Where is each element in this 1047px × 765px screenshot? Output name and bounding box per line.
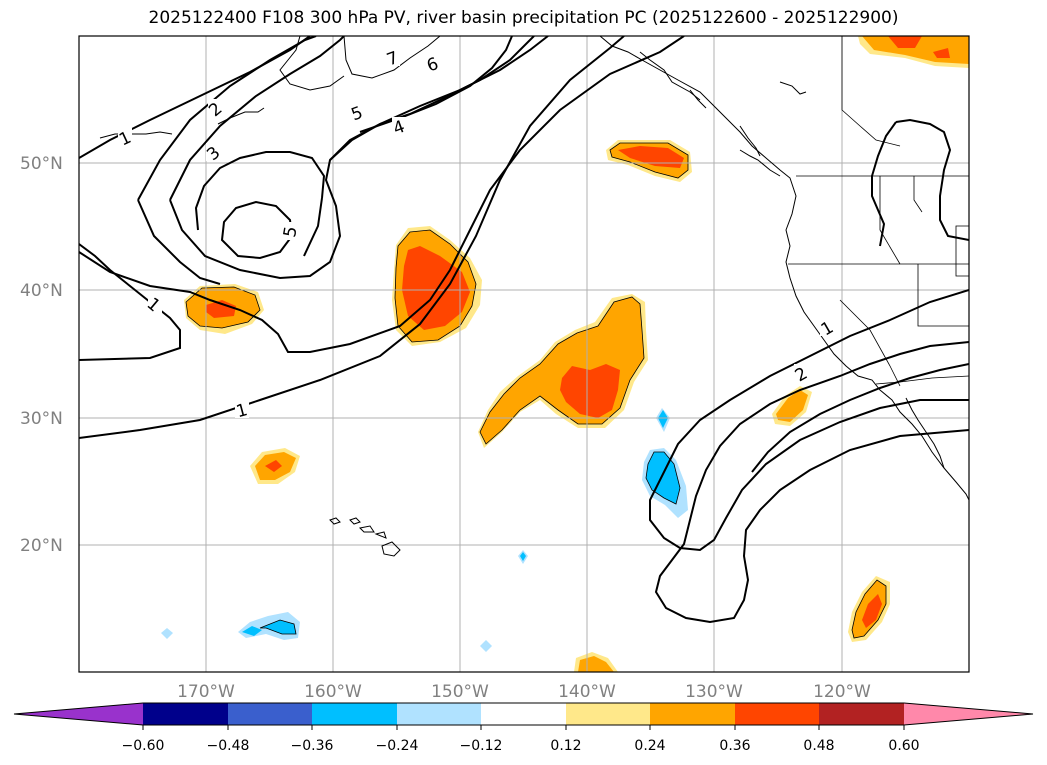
- pv-label: 1: [234, 400, 250, 422]
- colorbar-ticks: [142, 725, 905, 730]
- pv-contour-1-south: [79, 36, 685, 353]
- colorbar-tick-label: 0.36: [719, 738, 750, 754]
- colorbar-tick-label: −0.60: [122, 738, 165, 754]
- colorbar-segment: [735, 703, 819, 725]
- pv-contour-1-north: [79, 36, 311, 159]
- pv-label: 5: [280, 225, 302, 239]
- colorbar-segment: [566, 703, 650, 725]
- map-area: 1 2 3 5 4 5 1 1 1 2 7 6: [79, 36, 969, 672]
- colorbar-tick-label: 0.12: [550, 738, 581, 754]
- colorbar-tick-label: −0.24: [376, 738, 419, 754]
- map-title: 2025122400 F108 300 hPa PV, river basin …: [148, 8, 899, 28]
- longitude-labels: 170°W 160°W 150°W 140°W 130°W 120°W: [177, 682, 871, 702]
- pv-contour-east-1: [649, 289, 969, 552]
- colorbar-tick-label: 0.48: [803, 738, 834, 754]
- coastlines: [99, 36, 969, 501]
- lon-label: 170°W: [177, 682, 235, 702]
- pv-contour-labels: 1 2 3 5 4 5 1 1 1 2 7 6: [116, 48, 837, 422]
- colorbar-segment: [481, 703, 566, 725]
- colorbar-segment: [312, 703, 397, 725]
- colorbar-tick-labels: −0.60 −0.48 −0.36 −0.24 −0.12 0.12 0.24 …: [122, 738, 920, 754]
- colorbar-extend-max: [904, 703, 1033, 725]
- colorbar-segment: [397, 703, 481, 725]
- north-america-coast: [599, 36, 969, 501]
- lon-label: 130°W: [685, 682, 743, 702]
- pv-contour-4: [303, 197, 323, 257]
- colorbar-tick-label: −0.12: [460, 738, 503, 754]
- lon-label: 140°W: [558, 682, 616, 702]
- colorbar: −0.60 −0.48 −0.36 −0.24 −0.12 0.12 0.24 …: [13, 702, 1034, 754]
- pv-contour-3: [169, 36, 345, 201]
- colorbar-segment: [650, 703, 735, 725]
- pv-label: 2: [792, 364, 811, 387]
- pv-contour-5: [220, 200, 294, 260]
- colorbar-tick-label: 0.24: [634, 738, 665, 754]
- pv-label: 1: [818, 318, 837, 341]
- colorbar-segment: [819, 703, 904, 725]
- latitude-labels: 50°N 40°N 30°N 20°N: [20, 154, 63, 556]
- map-frame: [78, 35, 970, 673]
- colorbar-segment: [143, 703, 228, 725]
- colorbar-tick-label: −0.48: [207, 738, 250, 754]
- pv-contour-east-2: [654, 341, 969, 624]
- lat-label: 40°N: [20, 281, 63, 301]
- graticule: [79, 36, 969, 672]
- hawaii-islands: [329, 517, 401, 557]
- precip-shading: [161, 36, 969, 672]
- pv-label: 2: [205, 99, 226, 121]
- lat-label: 50°N: [20, 154, 63, 174]
- colorbar-tick-label: −0.36: [291, 738, 334, 754]
- shading-outlines: [185, 142, 887, 639]
- lon-label: 160°W: [304, 682, 362, 702]
- lon-label: 120°W: [813, 682, 871, 702]
- pv-contour-2: [79, 36, 625, 439]
- lon-label: 150°W: [431, 682, 489, 702]
- lat-label: 30°N: [20, 409, 63, 429]
- colorbar-extend-min: [14, 703, 143, 725]
- lat-label: 20°N: [20, 536, 63, 556]
- colorbar-segment: [228, 703, 312, 725]
- pv-contours: [79, 36, 969, 624]
- colorbar-tick-label: 0.60: [888, 738, 919, 754]
